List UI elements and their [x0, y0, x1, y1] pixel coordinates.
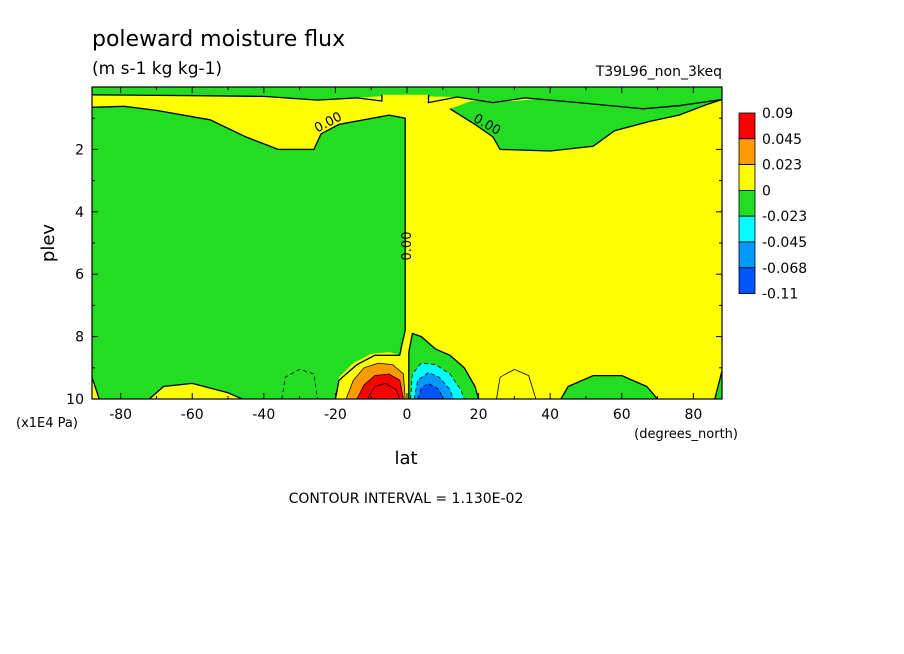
legend-swatch [738, 138, 756, 166]
legend-swatch [738, 112, 756, 140]
legend-label: -0.11 [762, 287, 798, 303]
contour-pos-3 [367, 382, 401, 400]
y-tick-label: 8 [75, 330, 84, 346]
contour-neg-3 [417, 382, 444, 400]
legend-label: -0.068 [762, 261, 807, 277]
x-tick-label: 20 [470, 407, 488, 423]
x-tick-label: -60 [181, 407, 204, 423]
y-axis: 2 4 6 8 10 [66, 117, 722, 408]
legend-label: 0 [762, 183, 771, 199]
contour-zero-surface-south [148, 382, 243, 400]
field-region-top-positive-notch [381, 94, 429, 103]
x-axis: -80 -60 -40 -20 0 20 40 60 80 [109, 87, 702, 423]
x-tick-label: -20 [324, 407, 347, 423]
legend-swatch [738, 189, 756, 217]
x-axis-units: (degrees_north) [634, 427, 738, 442]
field-region-north-upper-negative [450, 94, 722, 151]
field-region-negative-core-max [417, 383, 443, 399]
chart-title: poleward moisture flux [92, 27, 345, 52]
contour-pos-1 [345, 362, 406, 400]
run-label: T39L96_non_3keq [595, 64, 722, 80]
legend-swatch [738, 241, 756, 269]
y-tick-label: 10 [66, 392, 84, 408]
color-legend: 0.09 0.045 0.023 0 -0.023 -0.045 -0.068 -0.11 [738, 106, 807, 303]
x-tick-label: -80 [109, 407, 132, 423]
contour-interval: CONTOUR INTERVAL = 1.130E-02 [289, 491, 524, 507]
x-tick-label: 80 [684, 407, 702, 423]
contour-zero-pole-south [91, 376, 100, 400]
legend-swatch [738, 267, 756, 294]
x-tick-label: 40 [541, 407, 559, 423]
legend-label: 0.045 [762, 132, 802, 148]
legend-label: 0.09 [762, 106, 793, 122]
y-axis-label: plev [38, 224, 59, 263]
contour-lines [91, 94, 723, 400]
contour-weak-pos-north [496, 368, 537, 400]
x-axis-label: lat [394, 448, 417, 469]
field-region-top-negative [92, 87, 722, 109]
legend-swatch [738, 215, 756, 243]
legend-label: -0.023 [762, 209, 807, 225]
contour-zero-top-right [427, 94, 723, 110]
x-tick-label: -40 [252, 407, 275, 423]
field-region-north-surface-negative [560, 375, 658, 399]
x-tick-label: 60 [613, 407, 631, 423]
legend-label: -0.045 [762, 235, 807, 251]
legend-label: 0.023 [762, 158, 802, 174]
contour-label-zero-center: 0.00 [400, 232, 415, 261]
legend-swatch [738, 164, 756, 191]
contour-zero-pole-north [714, 370, 723, 400]
contour-zero-core-south [334, 354, 400, 400]
field-region-positive-core-inner [356, 374, 404, 399]
contour-zero-south [91, 105, 406, 356]
y-axis-units: (x1E4 Pa) [16, 416, 78, 431]
contour-pos-2 [356, 373, 404, 400]
contour-zero-north [449, 98, 723, 152]
contour-weak-neg-south [281, 368, 318, 400]
y-tick-label: 2 [75, 142, 84, 158]
contour-zero-surface-north [560, 374, 659, 400]
contour-field [92, 87, 722, 400]
y-tick-label: 4 [75, 205, 84, 221]
chart-subtitle: (m s-1 kg kg-1) [92, 59, 222, 79]
field-region-south-negative [92, 106, 406, 400]
y-tick-label: 6 [75, 267, 84, 283]
contour-zero-equator [408, 332, 480, 400]
contour-zero-top-left [91, 94, 383, 102]
contour-neg-2 [413, 372, 454, 400]
x-tick-label: 0 [403, 407, 412, 423]
